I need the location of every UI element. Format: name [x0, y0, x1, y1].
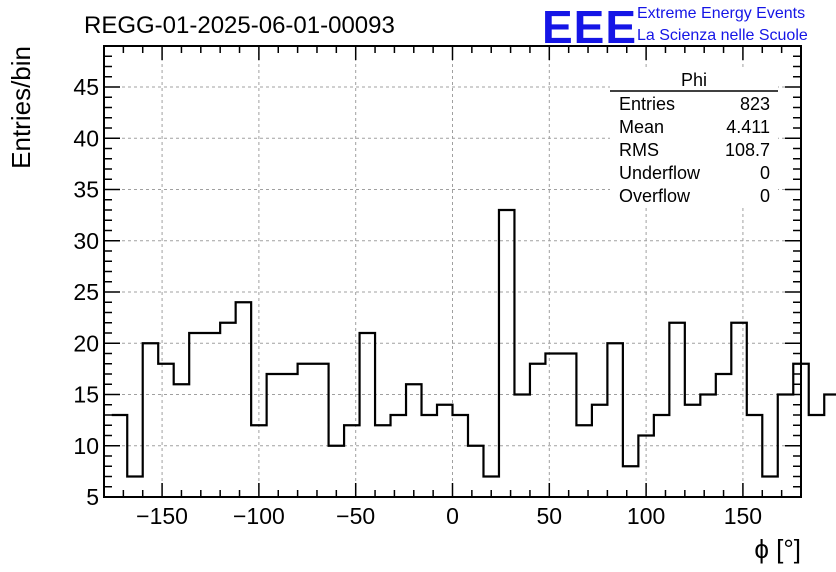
stats-label: Underflow	[619, 163, 701, 183]
x-tick-label: 100	[627, 503, 665, 529]
y-tick-label: 45	[73, 74, 99, 100]
x-axis-label: ϕ [°]	[754, 534, 801, 564]
x-tick-label: 50	[537, 503, 563, 529]
chart-title: REGG-01-2025-06-01-00093	[84, 12, 395, 39]
stats-label: RMS	[619, 140, 659, 160]
logo-line-1: Extreme Energy Events	[637, 5, 805, 22]
histogram-outline	[111, 208, 836, 478]
stats-box-background	[610, 70, 778, 208]
y-tick-label: 35	[73, 177, 99, 203]
y-tick-label: 5	[86, 484, 99, 510]
stats-value: 4.411	[726, 117, 770, 137]
x-tick-label: −100	[233, 503, 285, 529]
y-tick-label: 25	[73, 279, 99, 305]
x-tick-labels: −150 −100 −50 0 50 100 150	[136, 503, 762, 529]
stats-value: 823	[740, 94, 770, 114]
y-tick-label: 10	[73, 433, 99, 459]
y-tick-label: 30	[73, 228, 99, 254]
stats-value: 0	[760, 163, 770, 183]
y-tick-label: 15	[73, 382, 99, 408]
stats-value: 0	[760, 186, 770, 206]
stats-row-entries: Entries 823	[619, 94, 770, 114]
stats-label: Mean	[619, 117, 664, 137]
stats-value: 108.7	[725, 140, 770, 160]
stats-row-rms: RMS 108.7	[619, 140, 770, 160]
stats-label: Entries	[619, 94, 675, 114]
logo-line-2: La Scienza nelle Scuole	[637, 27, 808, 44]
eee-logo: EEE Extreme Energy Events La Scienza nel…	[542, 1, 808, 53]
x-tick-label: −150	[136, 503, 188, 529]
x-tick-label: 0	[446, 503, 459, 529]
stats-title: Phi	[681, 70, 707, 90]
logo-mark: EEE	[542, 1, 637, 53]
stats-row-underflow: Underflow 0	[619, 163, 770, 183]
stats-label: Overflow	[619, 186, 691, 206]
y-tick-label: 40	[73, 125, 99, 151]
axis-ticks	[103, 46, 802, 498]
plot-frame	[103, 45, 802, 498]
y-axis-label: Entries/bin	[6, 46, 36, 169]
x-tick-label: 150	[724, 503, 762, 529]
stats-box: Phi Entries 823 Mean 4.411 RMS 108.7 Und…	[610, 70, 778, 208]
y-tick-labels: 5 10 15 20 25 30 35 40 45	[73, 74, 99, 510]
y-tick-label: 20	[73, 330, 99, 356]
stats-row-overflow: Overflow 0	[619, 186, 770, 206]
stats-row-mean: Mean 4.411	[619, 117, 770, 137]
x-tick-label: −50	[336, 503, 375, 529]
